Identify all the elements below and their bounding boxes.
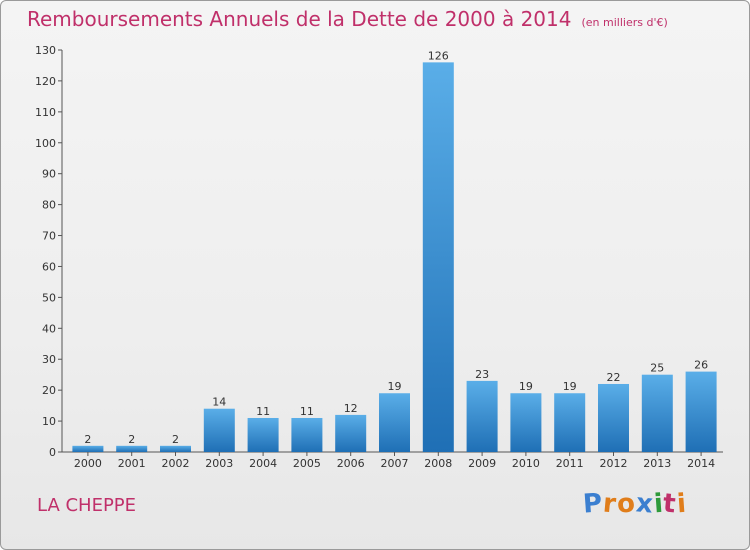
chart-subtitle: (en milliers d'€) <box>581 16 668 29</box>
bar-2012 <box>598 383 629 452</box>
bar-2008 <box>422 62 454 452</box>
brand-letter: i <box>675 488 688 520</box>
x-tick-label-2013: 2013 <box>643 457 671 470</box>
x-tick-label-2005: 2005 <box>293 457 321 470</box>
data-label-2003: 14 <box>212 396 226 409</box>
data-label-2010: 19 <box>519 380 533 393</box>
brand-letter: o <box>615 488 637 520</box>
bar-2001 <box>116 445 148 452</box>
x-tick-label-2009: 2009 <box>468 457 496 470</box>
data-label-2001: 2 <box>128 433 135 446</box>
data-label-2014: 26 <box>694 359 708 372</box>
bar-2009 <box>466 380 498 452</box>
y-tick-label: 90 <box>42 168 56 181</box>
bar-2010 <box>510 393 542 452</box>
y-tick-label: 130 <box>35 44 56 57</box>
x-tick-label-2000: 2000 <box>74 457 102 470</box>
x-tick-label-2001: 2001 <box>118 457 146 470</box>
bar-2000 <box>72 445 104 452</box>
y-tick-label: 110 <box>35 106 56 119</box>
bar-2005 <box>291 417 323 452</box>
data-label-2000: 2 <box>84 433 91 446</box>
chart-title-text: Remboursements Annuels de la Dette de 20… <box>27 7 572 31</box>
y-tick-label: 60 <box>42 260 56 273</box>
x-tick-label-2004: 2004 <box>249 457 277 470</box>
x-tick-label-2011: 2011 <box>556 457 584 470</box>
bar-2006 <box>335 414 367 452</box>
y-tick-label: 30 <box>42 353 56 366</box>
x-tick-label-2003: 2003 <box>205 457 233 470</box>
y-tick-label: 10 <box>42 415 56 428</box>
bar-2002 <box>160 445 191 452</box>
y-tick-label: 70 <box>42 230 56 243</box>
bar-2004 <box>247 417 279 452</box>
bar-2007 <box>379 393 410 452</box>
x-tick-label-2007: 2007 <box>381 457 409 470</box>
data-label-2013: 25 <box>650 362 664 375</box>
y-tick-label: 50 <box>42 291 56 304</box>
x-tick-label-2008: 2008 <box>424 457 452 470</box>
x-tick-label-2012: 2012 <box>600 457 628 470</box>
data-label-2002: 2 <box>172 433 179 446</box>
bar-2003 <box>203 408 235 452</box>
bar-2011 <box>554 393 586 452</box>
y-tick-label: 80 <box>42 199 56 212</box>
brand-letter: x <box>634 488 655 520</box>
x-tick-label-2006: 2006 <box>337 457 365 470</box>
y-tick-label: 40 <box>42 322 56 335</box>
data-label-2011: 19 <box>563 380 577 393</box>
bar-2013 <box>641 374 673 452</box>
chart-title: Remboursements Annuels de la Dette de 20… <box>27 7 668 31</box>
y-tick-label: 100 <box>35 137 56 150</box>
x-tick-label-2010: 2010 <box>512 457 540 470</box>
brand-logo: Proxiti <box>581 488 688 520</box>
data-label-2006: 12 <box>344 402 358 415</box>
data-label-2007: 19 <box>388 380 402 393</box>
x-tick-label-2014: 2014 <box>687 457 715 470</box>
data-label-2012: 22 <box>607 371 621 384</box>
brand-letter: P <box>581 488 605 520</box>
y-tick-label: 120 <box>35 75 56 88</box>
chart-axes: 0 10 20 30 40 50 60 70 80 90 100 110 120 130 2000 2001 2… <box>35 44 723 470</box>
y-tick-label: 0 <box>49 446 56 459</box>
y-tick-label: 20 <box>42 384 56 397</box>
data-label-2009: 23 <box>475 368 489 381</box>
data-label-2008: 126 <box>428 49 449 62</box>
bar-2014 <box>685 371 717 452</box>
commune-name: LA CHEPPE <box>37 495 137 516</box>
x-tick-label-2002: 2002 <box>162 457 190 470</box>
data-label-2004: 11 <box>256 405 270 418</box>
data-label-2005: 11 <box>300 405 314 418</box>
